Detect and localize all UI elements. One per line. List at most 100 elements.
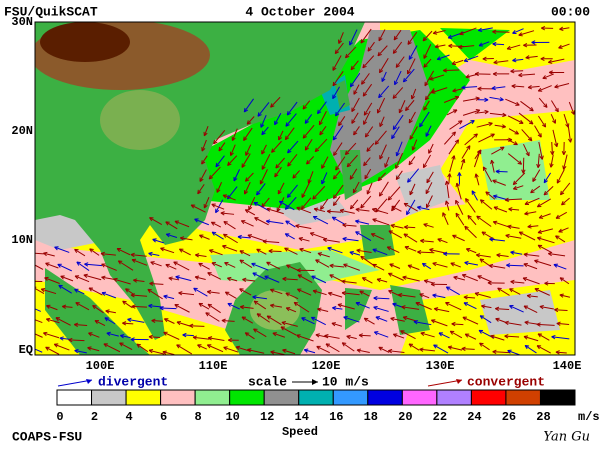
wind-vector-head [404,245,410,251]
wind-vector-head [454,95,460,101]
wind-vector-head [244,332,250,337]
wind-vector [450,262,462,268]
wind-vector [518,112,534,125]
wind-vector-head [353,130,358,136]
wind-vector [479,342,490,351]
wind-vector-head [360,39,365,44]
wind-vector-head [285,307,291,312]
wind-vector-head [270,303,275,308]
wind-vector [58,284,72,294]
wind-vector [276,197,285,212]
wind-vector-head [538,214,544,219]
wind-vector-head [179,236,185,241]
wind-vector-head [252,295,257,300]
wind-vector [476,254,491,258]
wind-vector-head [53,343,59,348]
wind-vector [510,70,524,72]
wind-vector [506,44,521,50]
wind-vector [561,197,570,206]
wind-vector [54,343,70,351]
wind-vector-head [257,112,262,117]
wind-vector [466,248,477,254]
wind-vector-head [331,322,336,327]
wind-vector [507,153,522,165]
wind-vector [360,28,372,44]
wind-vector [568,101,575,115]
wind-vector-head [269,288,275,293]
wind-vector-head [392,302,397,307]
wind-vector [524,345,537,354]
wind-vector [311,316,326,326]
wind-vector [407,31,418,45]
colorbar-tick-label: 26 [502,410,516,424]
wind-vector [350,60,359,71]
wind-vector-head [553,263,558,268]
wind-vector [539,305,554,310]
wind-vector [432,262,448,268]
wind-vector [455,200,464,215]
wind-vector [315,259,330,268]
wind-vector [245,172,254,182]
wind-vector [506,138,518,146]
wind-vector-head [492,41,497,47]
wind-vector-head [484,109,489,115]
wind-vector [372,263,385,271]
wind-vector [485,191,496,200]
wind-vector [176,321,191,327]
wind-vector [310,232,327,240]
wind-vector [423,44,432,59]
wind-vector-head [223,220,228,226]
wind-vector-head [505,233,510,239]
wind-vector [311,275,327,284]
wind-vector-head [332,135,337,141]
wind-vector [464,261,478,266]
wind-vector [286,307,297,313]
lat-label: EQ [19,343,33,357]
wind-vector-head [404,224,409,230]
colorbar-tick-label: 16 [329,410,343,424]
wind-vector [160,247,175,254]
wind-vector [295,225,312,229]
lat-label: 30N [11,15,33,29]
wind-vector-head [256,248,261,253]
wind-vector [207,272,222,280]
wind-vector-head [363,111,368,116]
wind-vector [101,292,117,299]
wind-vector-head [409,190,414,196]
wind-vector-head [554,84,559,89]
wind-vector [477,275,491,282]
wind-vector-head [534,288,539,293]
wind-vector-head [299,247,304,253]
lon-label: 100E [86,359,115,373]
wind-vector [227,302,240,310]
wind-vector-head [378,192,384,197]
wind-vector [339,209,355,214]
wind-vector-head [451,321,456,327]
wind-vector [424,70,435,87]
wind-vector [227,186,238,200]
wind-vector [286,264,298,271]
wind-vector [413,321,432,326]
wind-vector [278,130,284,141]
wind-vector [246,116,255,125]
wind-vector-head [482,166,487,171]
wind-vector [197,344,207,350]
wind-vector [131,305,147,308]
wind-vector-head [485,191,490,196]
wind-vector [193,287,208,297]
wind-vector [490,335,505,341]
wind-vector [423,58,432,68]
wind-vector-head [443,251,448,256]
wind-vector [422,30,433,42]
wind-vector [175,276,192,282]
wind-vector-head [68,337,73,343]
wind-vector [448,346,463,351]
wind-vector [387,186,401,201]
wind-vector-head [317,307,322,312]
wind-vector-head [131,304,136,309]
wind-vector [471,190,478,201]
wind-vector-head [474,71,479,77]
colorbar-swatch [401,389,438,406]
wind-vector-head [321,179,326,185]
wind-vector-head [534,259,539,264]
